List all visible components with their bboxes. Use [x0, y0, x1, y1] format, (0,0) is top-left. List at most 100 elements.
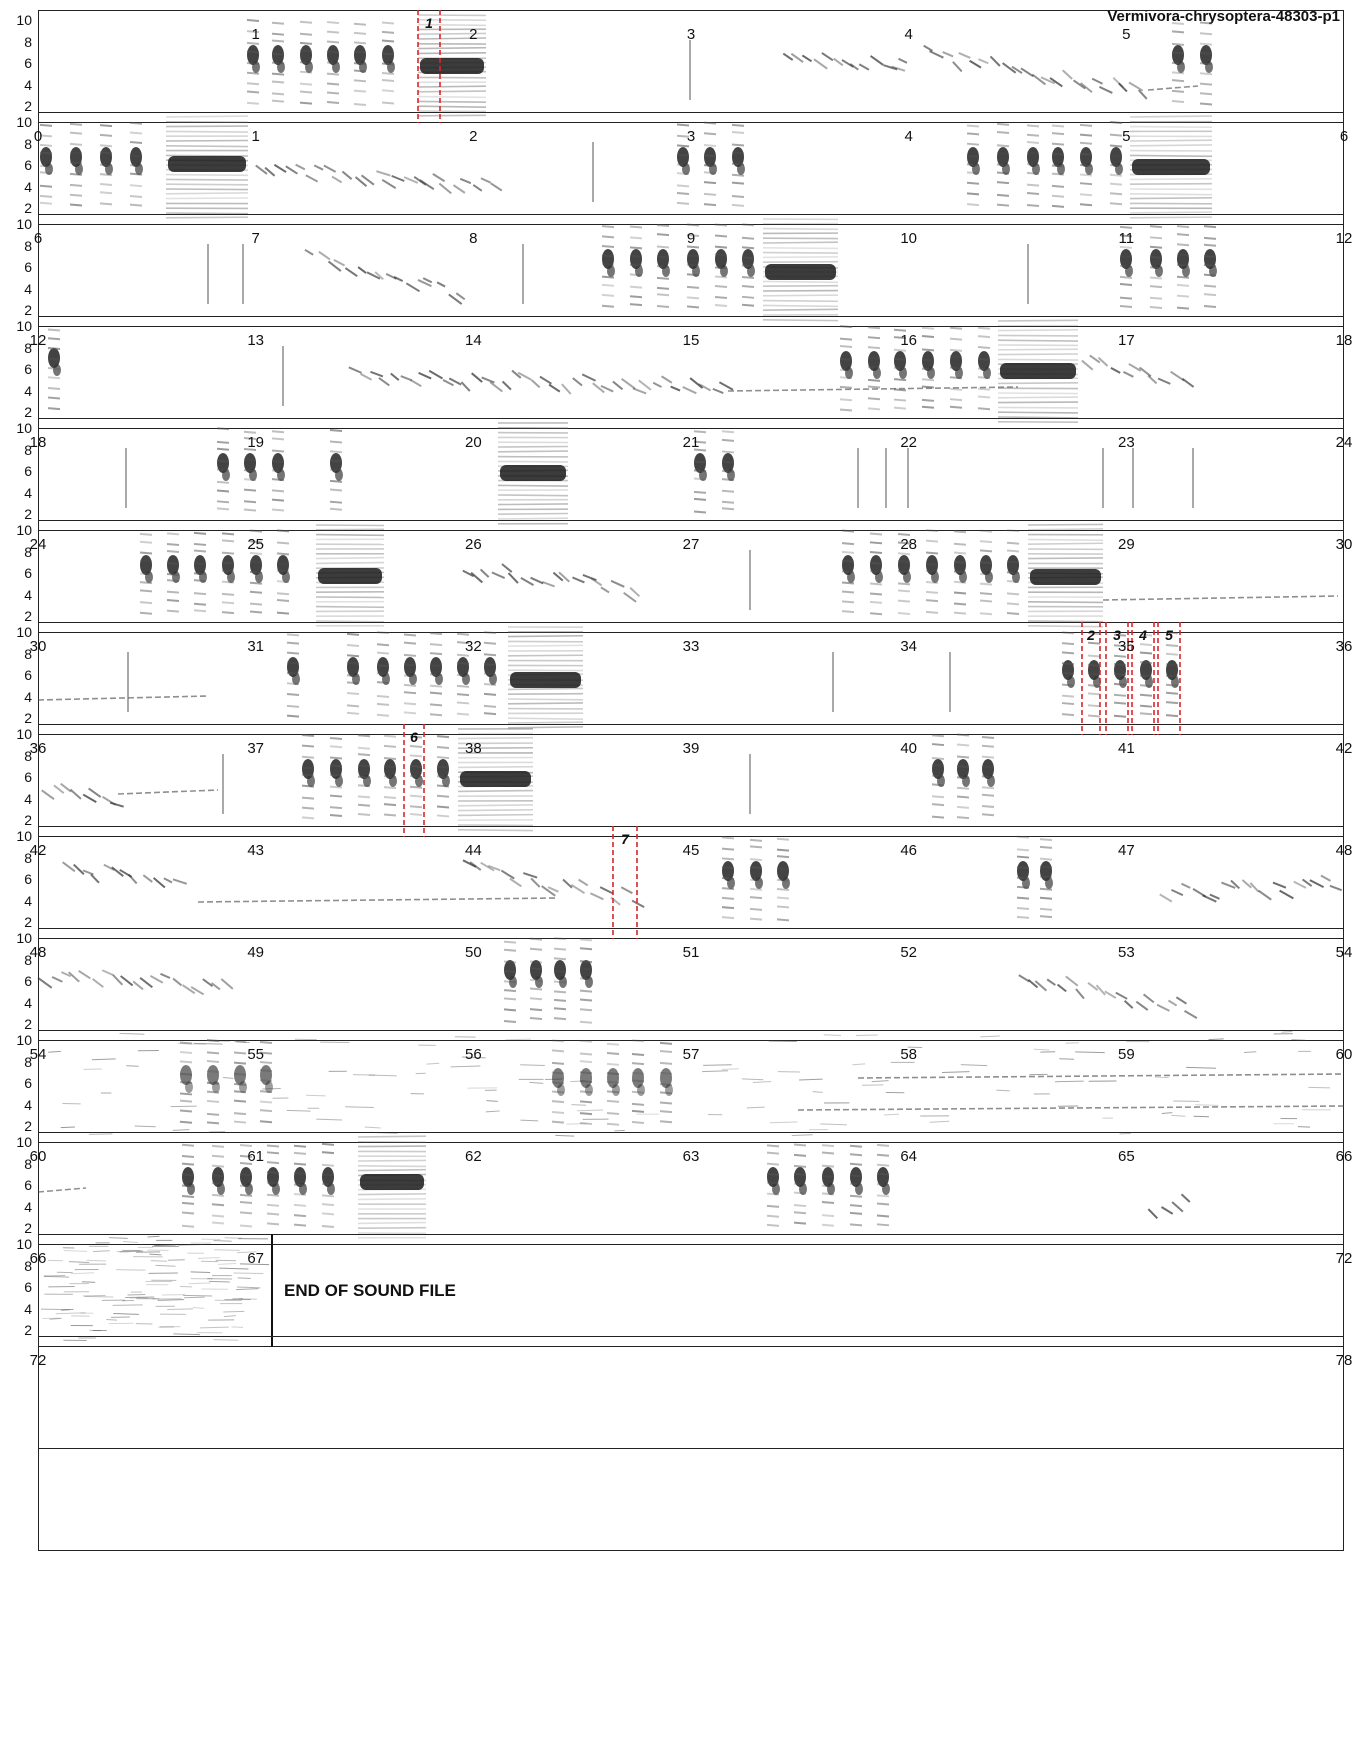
time-tick-label: 29: [1117, 536, 1135, 553]
time-tick-label: 0: [33, 128, 43, 145]
time-tick-label: 3: [686, 128, 696, 145]
frequency-tick-label: 2: [24, 200, 32, 217]
spectrogram-row: 7 10 8 6 4 2 42 43 44 45 46 47 48: [16, 826, 1352, 939]
time-tick-label: 37: [247, 740, 264, 757]
frequency-tick-label: 8: [24, 339, 32, 356]
time-tick-label: 62: [464, 1148, 482, 1165]
frequency-tick-label: 10: [16, 114, 32, 131]
frequency-tick-label: 10: [16, 726, 32, 743]
frequency-tick-label: 6: [24, 769, 32, 786]
time-tick-label: 1: [251, 26, 260, 43]
time-tick-label: 16: [900, 332, 917, 349]
frequency-tick-label: 4: [24, 1096, 32, 1113]
spectrogram-row: 10 8 6 4 2 60 61 62 63 64 65 66: [16, 1132, 1352, 1245]
row-frame: [38, 10, 1344, 123]
time-tick-label: 5: [1122, 26, 1131, 43]
selection-label: 7: [621, 831, 630, 847]
frequency-tick-label: 6: [24, 667, 32, 684]
time-tick-label: 10: [900, 230, 917, 247]
frequency-tick-label: 6: [24, 157, 32, 174]
frequency-tick-label: 4: [24, 994, 32, 1011]
time-tick-label: 42: [29, 842, 47, 859]
frequency-tick-label: 4: [24, 178, 32, 195]
frequency-tick-label: 4: [24, 586, 32, 603]
time-tick-label: 66: [29, 1250, 47, 1267]
row-frame: [38, 316, 1344, 429]
time-tick-label: 55: [247, 1046, 264, 1063]
row-frame: [38, 1234, 1344, 1347]
frequency-tick-label: 10: [16, 1134, 32, 1151]
spectrogram-row: 10 8 6 4 2 54 55 56 57 58 59 60: [16, 1030, 1352, 1143]
time-tick-label: 14: [464, 332, 482, 349]
row-frame: [38, 928, 1344, 1041]
time-tick-label: 57: [682, 1046, 700, 1063]
time-tick-label: 1: [251, 128, 260, 145]
frequency-tick-label: 10: [16, 216, 32, 233]
frequency-tick-label: 8: [24, 747, 32, 764]
selection-label: 5: [1165, 627, 1173, 643]
frequency-tick-label: 10: [16, 522, 32, 539]
spectrogram-image: END OF SOUND FILE: [40, 1234, 456, 1347]
spectrogram-row: 2 3 4 5 10 8 6 4 2 30 31 32 33 34 35 36: [16, 622, 1352, 735]
frequency-tick-label: 2: [24, 404, 32, 421]
time-tick-label: 24: [1335, 434, 1353, 451]
frequency-tick-label: 2: [24, 608, 32, 625]
spectrogram-image: [125, 422, 1194, 525]
time-tick-label: 11: [1118, 230, 1135, 247]
empty-row: [38, 1438, 1344, 1551]
frequency-tick-label: 10: [16, 318, 32, 335]
selection-label: 4: [1138, 627, 1147, 643]
row-frame: [38, 724, 1344, 837]
time-tick-label: 48: [1335, 842, 1353, 859]
time-tick-label: 45: [682, 842, 700, 859]
row-frame: [38, 214, 1344, 327]
time-tick-label: 30: [1335, 536, 1353, 553]
time-tick-label: 2: [469, 26, 478, 43]
time-tick-label: 28: [900, 536, 917, 553]
row-frame: [38, 520, 1344, 633]
time-tick-label: 2: [469, 128, 478, 145]
time-tick-label: 44: [464, 842, 482, 859]
frequency-tick-label: 8: [24, 1155, 32, 1172]
time-tick-label: 21: [682, 434, 700, 451]
time-tick-label: 6: [33, 230, 43, 247]
spectrogram-image: 1: [246, 10, 1213, 123]
frequency-tick-label: 6: [24, 1177, 32, 1194]
time-tick-label: 58: [900, 1046, 917, 1063]
spectrogram-row: 6 10 8 6 4 2 36 37 38 39 40 41 42: [16, 724, 1352, 837]
time-tick-label: 39: [682, 740, 700, 757]
time-tick-label: 40: [900, 740, 917, 757]
spectrogram-row: 10 8 6 4 2 12 13 14 15 16 17 18: [16, 316, 1352, 429]
time-tick-label: 4: [904, 128, 913, 145]
time-tick-label: 43: [247, 842, 264, 859]
time-tick-label: 49: [247, 944, 264, 961]
time-tick-label: 34: [900, 638, 917, 655]
frequency-tick-label: 4: [24, 1300, 32, 1317]
frequency-tick-label: 4: [24, 892, 32, 909]
frequency-tick-label: 2: [24, 710, 32, 727]
time-tick-label: 65: [1117, 1148, 1135, 1165]
spectrogram-row: 10 8 6 4 2 0 1 2 3 4 5 6: [16, 112, 1348, 225]
time-tick-label: 7: [251, 230, 260, 247]
row-frame: [38, 418, 1344, 531]
spectrogram-image: 7: [62, 826, 1343, 939]
row-frame: [38, 826, 1344, 939]
time-tick-label: 35: [1117, 638, 1135, 655]
time-tick-label: 60: [1335, 1046, 1353, 1063]
spectrogram-image: [37, 1135, 1191, 1239]
time-tick-label: 66: [1335, 1148, 1353, 1165]
time-tick-label: 64: [900, 1148, 917, 1165]
frequency-tick-label: 4: [24, 1198, 32, 1215]
spectrogram-row: 10 8 6 4 2 18 19 20 21 22 23 24: [16, 418, 1352, 531]
time-tick-label: 12: [1335, 230, 1353, 247]
time-tick-label: 31: [247, 638, 264, 655]
time-tick-label: 61: [247, 1148, 264, 1165]
time-tick-label: 32: [464, 638, 482, 655]
time-tick-label: 53: [1117, 944, 1135, 961]
selection-label: 2: [1086, 627, 1095, 643]
frequency-tick-label: 2: [24, 1220, 32, 1237]
time-tick-label: 33: [682, 638, 700, 655]
time-tick-label: 67: [247, 1250, 264, 1267]
frequency-tick-label: 10: [16, 828, 32, 845]
time-tick-label: 19: [247, 434, 264, 451]
